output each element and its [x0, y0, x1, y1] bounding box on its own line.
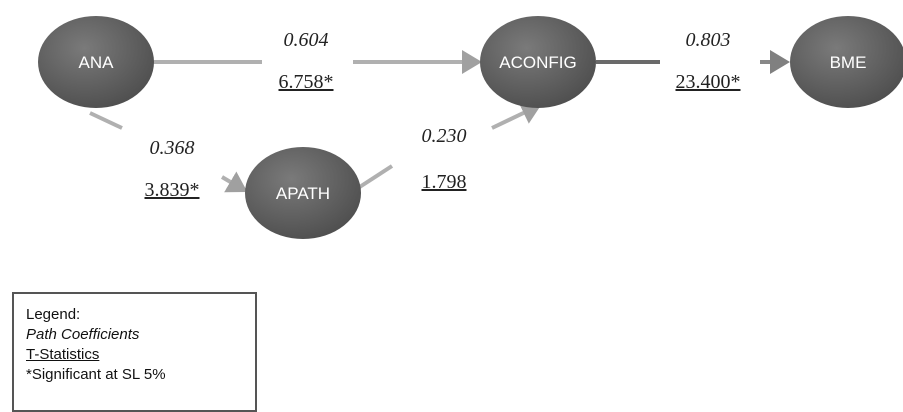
- legend-path-coefficients: Path Coefficients: [26, 326, 140, 343]
- arrow-ana-to-apath-part1: [89, 111, 123, 130]
- t-statistic-ana-apath: 3.839*: [145, 179, 200, 201]
- legend-significance: *Significant at SL 5%: [26, 366, 166, 383]
- node-apath-label: APATH: [276, 184, 330, 203]
- legend-box: Legend: Path Coefficients T-Statistics *…: [12, 292, 257, 412]
- path-diagram: ANA ACONFIG BME APATH 0.604 6.758* 0.803…: [38, 16, 903, 239]
- node-apath: APATH: [245, 147, 361, 239]
- path-coefficient-ana-aconfig: 0.604: [284, 29, 329, 51]
- t-statistic-apath-aconfig: 1.798: [422, 171, 467, 193]
- path-coefficient-ana-apath: 0.368: [150, 137, 195, 159]
- arrow-apath-to-aconfig-part1: [353, 164, 394, 192]
- node-ana-label: ANA: [79, 53, 115, 72]
- arrow-apath-to-aconfig-part2: [491, 102, 542, 130]
- node-bme-label: BME: [830, 53, 867, 72]
- legend-title: Legend:: [26, 306, 81, 323]
- node-aconfig-label: ACONFIG: [499, 53, 576, 72]
- t-statistic-aconfig-bme: 23.400*: [676, 71, 741, 93]
- arrow-ana-to-apath-part2: [220, 171, 248, 193]
- t-statistic-ana-aconfig: 6.758*: [279, 71, 334, 93]
- path-coefficient-apath-aconfig: 0.230: [422, 125, 467, 147]
- node-aconfig: ACONFIG: [480, 16, 596, 108]
- path-coefficient-aconfig-bme: 0.803: [686, 29, 731, 51]
- legend-t-statistics: T-Statistics: [26, 346, 100, 363]
- node-ana: ANA: [38, 16, 154, 108]
- node-bme: BME: [790, 16, 903, 108]
